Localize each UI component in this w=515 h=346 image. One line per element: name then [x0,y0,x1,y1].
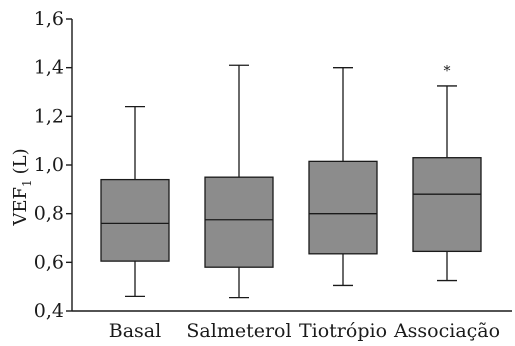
x-labels: Basal Salmeterol Tiotrópio Associação [109,320,500,342]
box-group [100,105,170,298]
box-group: * [412,64,482,282]
y-tick-label: 0,4 [34,300,64,322]
iqr-box [100,178,170,262]
y-axis-label: VEF1(L) [10,148,34,226]
y-tick-label: 0,8 [34,203,64,225]
box-group [308,67,378,287]
y-tick-label: 1,4 [34,57,64,79]
iqr-box [412,157,482,253]
y-axis-title: VEF1(L) [10,148,34,226]
y-ticks: 0,4 0,6 0,8 1,0 1,2 1,4 1,6 [34,8,72,322]
y-tick-label: 1,6 [34,8,64,30]
y-tick-label: 0,6 [34,251,64,273]
x-category-label: Basal [109,320,161,341]
box-group [204,64,274,299]
iqr-box [308,160,378,255]
x-category-label: Tiotrópio [299,320,387,341]
outlier-marker: * [444,64,451,80]
y-tick-label: 1,2 [34,105,64,127]
y-tick-label: 1,0 [34,154,64,176]
x-category-label: Associação [393,320,500,341]
boxes: * [100,64,482,299]
x-category-label: Salmeterol [186,320,291,341]
iqr-box [204,176,274,268]
